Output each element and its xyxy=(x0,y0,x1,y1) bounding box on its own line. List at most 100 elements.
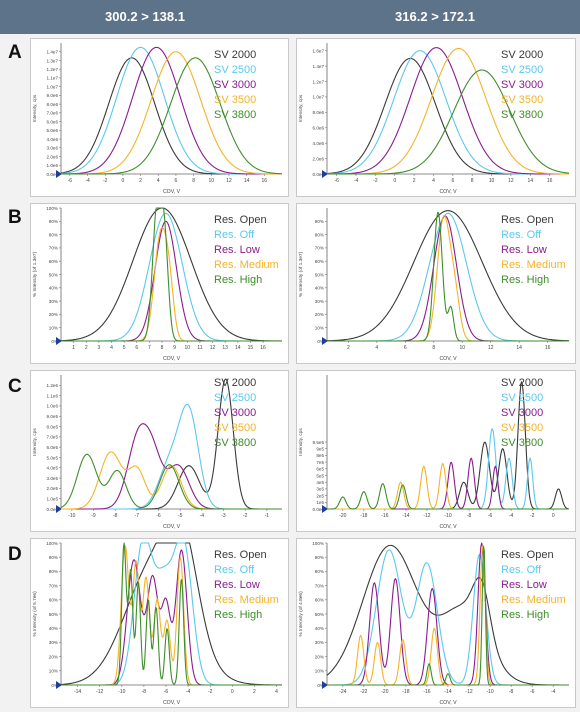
x-tick-label: 12 xyxy=(488,345,494,351)
x-tick-label: -8 xyxy=(113,513,118,519)
y-tick-label: 0% xyxy=(51,339,58,344)
y-tick-label: 4.0e6 xyxy=(47,137,59,142)
legend-entry: SV 3000 xyxy=(214,407,256,419)
x-tick-label: 10 xyxy=(185,345,191,351)
series-line-sv-3800 xyxy=(61,57,283,175)
y-tick-label: 8.0e5 xyxy=(47,424,59,429)
y-tick-label: 3.0e5 xyxy=(47,476,59,481)
legend-entry: SV 3000 xyxy=(501,79,543,91)
legend-entry: Res. Off xyxy=(214,564,255,576)
y-tick-label: 80% xyxy=(315,232,324,237)
x-tick-label: -18 xyxy=(402,689,409,695)
y-tick-label: 80% xyxy=(315,569,324,574)
x-tick-label: -10 xyxy=(444,513,451,519)
legend-entry: SV 2500 xyxy=(501,392,543,404)
x-tick-label: -16 xyxy=(423,689,430,695)
y-tick-label: 90% xyxy=(49,555,58,560)
x-tick-label: 8 xyxy=(161,345,164,351)
x-tick-label: 0 xyxy=(231,689,234,695)
y-tick-label: 9.5e5 xyxy=(313,440,325,445)
y-tick-label: 80% xyxy=(49,232,58,237)
y-tick-label: 70% xyxy=(315,583,324,588)
legend-entry: SV 2500 xyxy=(214,392,256,404)
y-tick-label: 50% xyxy=(49,272,58,277)
x-tick-label: 6 xyxy=(451,178,454,184)
legend-entry: Res. High xyxy=(214,609,262,621)
column-header-bar: 300.2 > 138.1 316.2 > 172.1 xyxy=(0,0,580,34)
x-tick-label: -4 xyxy=(85,178,90,184)
y-tick-label: 70% xyxy=(315,246,324,251)
y-tick-label: 50% xyxy=(315,272,324,277)
x-tick-label: -4 xyxy=(186,689,191,695)
x-tick-label: 14 xyxy=(527,178,533,184)
chart-panel-d-right: 0% 10% 20% 30% 40% 50% 60% 70% 80% 90% 100% -24 -22 -… xyxy=(296,538,576,708)
legend-entry: Res. Medium xyxy=(214,259,279,271)
x-tick-label: 14 xyxy=(235,345,241,351)
x-tick-label: 11 xyxy=(197,345,202,351)
x-tick-label: 8 xyxy=(192,178,195,184)
x-tick-label: 6 xyxy=(404,345,407,351)
y-tick-label: 7.0e6 xyxy=(47,111,59,116)
x-axis-title: COV, V xyxy=(439,189,457,195)
y-tick-label: 60% xyxy=(315,259,324,264)
y-tick-label: 6.0e6 xyxy=(313,126,325,131)
x-tick-label: 10 xyxy=(208,178,214,184)
series-line-res-high xyxy=(327,212,569,342)
y-tick-label: 0% xyxy=(51,683,58,688)
y-tick-label: 0% xyxy=(317,339,324,344)
x-tick-label: -4 xyxy=(354,178,359,184)
x-tick-label: 15 xyxy=(248,345,254,351)
series-line-sv-3000 xyxy=(327,47,569,175)
x-tick-label: 8 xyxy=(471,178,474,184)
x-tick-label: 10 xyxy=(459,345,465,351)
chart-svg: 0%10%20%30%40%50%60%70%80%90%100%1 2 3 4 5 6 7… xyxy=(32,206,282,362)
y-tick-label: 50% xyxy=(49,612,58,617)
x-tick-label: -20 xyxy=(339,513,346,519)
y-tick-label: 10% xyxy=(49,669,58,674)
x-tick-label: -9 xyxy=(91,513,96,519)
legend-entry: SV 2000 xyxy=(214,49,256,61)
x-tick-label: -12 xyxy=(465,689,472,695)
y-tick-label: 2.0e5 xyxy=(47,486,59,491)
x-tick-label: 2 xyxy=(413,178,416,184)
y-tick-label: 5.0e5 xyxy=(47,455,59,460)
y-tick-label: 1.2e7 xyxy=(313,79,325,84)
series-line-res-open xyxy=(326,544,569,686)
chart-panel-c-left: 0.0e0 1.0e5 2.0e5 3.0e5 4.0e5 5.0e5 6.0e5 7.0e5… xyxy=(30,370,289,532)
y-tick-label: 7e5 xyxy=(316,460,324,465)
y-tick-label: 1.0e7 xyxy=(313,95,325,100)
x-tick-label: -2 xyxy=(530,513,535,519)
series-line-res-high xyxy=(327,545,569,686)
y-tick-label: 9.0e6 xyxy=(47,93,59,98)
x-axis-title: COV, V xyxy=(439,524,457,530)
y-tick-label: 8.0e6 xyxy=(313,110,325,115)
y-tick-label: 3.0e6 xyxy=(47,146,59,151)
y-tick-label: 2.0e6 xyxy=(47,154,59,159)
x-tick-label: -14 xyxy=(402,513,409,519)
legend-entry: Res. Medium xyxy=(501,594,566,606)
chart-svg: 0% 10% 20% 30% 40% 50% 60% 70% 80% 90% 2 4 6 8 10 12 14 1… xyxy=(298,208,570,362)
legend-entry: SV 3800 xyxy=(501,109,543,121)
y-tick-label: 6e5 xyxy=(316,467,324,472)
x-tick-label: 10 xyxy=(489,178,495,184)
row-label-d: D xyxy=(8,544,22,565)
y-tick-label: 4e5 xyxy=(316,480,324,485)
legend-entry: SV 3500 xyxy=(501,422,543,434)
origin-marker-icon xyxy=(322,337,328,345)
x-tick-label: 2 xyxy=(253,689,256,695)
y-tick-label: 1.4e7 xyxy=(47,50,59,55)
x-axis-title: COV, V xyxy=(163,189,181,195)
series-line-sv-3000 xyxy=(60,46,282,175)
y-tick-label: 2e5 xyxy=(316,493,324,498)
x-tick-label: -20 xyxy=(381,689,388,695)
chart-panel-a-right: 0.0e0 2.0e6 4.0e6 6.0e6 8.0e6 1.0e7 1.2e7 1.4e7… xyxy=(296,38,576,197)
y-axis-title: % Intensity (of 1.3e7) xyxy=(298,251,304,297)
x-tick-label: -8 xyxy=(467,513,472,519)
series-line-res-open xyxy=(326,210,570,342)
x-tick-label: -6 xyxy=(68,178,73,184)
x-tick-label: -22 xyxy=(360,689,367,695)
series-line-sv-2500 xyxy=(61,403,282,510)
series-line-sv-3800 xyxy=(327,483,569,510)
y-tick-label: 1.4e7 xyxy=(313,64,325,69)
x-tick-label: 6 xyxy=(135,345,138,351)
